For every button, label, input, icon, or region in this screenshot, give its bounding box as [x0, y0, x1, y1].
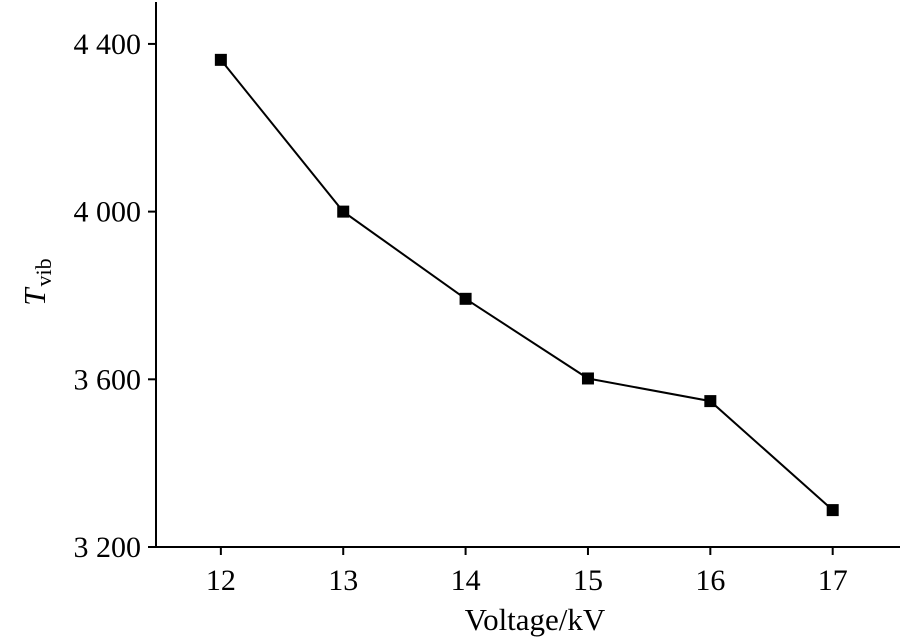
data-point-marker: [826, 504, 839, 517]
y-axis-title: Tvib: [17, 258, 56, 305]
x-tick-label: 14: [451, 564, 481, 597]
data-point-marker: [459, 292, 472, 305]
data-point-marker: [214, 53, 227, 66]
series-line: [220, 59, 834, 511]
data-point-marker: [581, 372, 594, 385]
y-axis-title-sub: vib: [31, 258, 56, 286]
data-point-marker: [704, 395, 717, 408]
y-tick-label: 3 200: [74, 531, 142, 564]
x-axis-title: Voltage/kV: [465, 602, 606, 637]
y-tick-label: 4 400: [74, 28, 142, 61]
y-axis-title-main: T: [17, 286, 52, 306]
y-tick-label: 3 600: [74, 363, 142, 396]
x-ticks: 12 13 14 15 16 17: [206, 547, 848, 597]
y-tick-label: 4 000: [74, 196, 142, 229]
x-tick-label: 15: [573, 564, 603, 597]
axes: [155, 2, 900, 548]
data-point-marker: [337, 205, 350, 218]
x-tick-label: 16: [695, 564, 725, 597]
series-group: [214, 53, 839, 517]
x-tick-label: 13: [328, 564, 358, 597]
y-ticks: 3 200 3 600 4 000 4 400: [74, 28, 156, 564]
x-tick-label: 17: [818, 564, 848, 597]
x-tick-label: 12: [206, 564, 236, 597]
